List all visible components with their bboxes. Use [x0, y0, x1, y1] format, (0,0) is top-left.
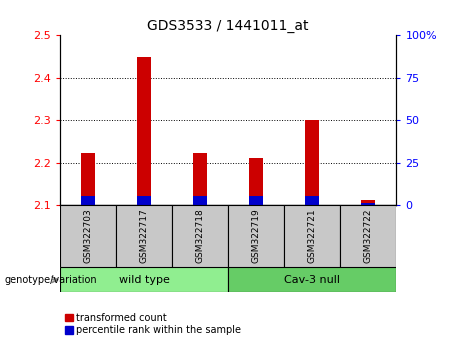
Bar: [284, 205, 340, 267]
Text: genotype/variation: genotype/variation: [5, 275, 97, 285]
Bar: [81, 196, 95, 205]
Legend: transformed count, percentile rank within the sample: transformed count, percentile rank withi…: [65, 313, 242, 335]
Bar: [193, 196, 207, 205]
Bar: [305, 120, 319, 205]
Text: GSM322718: GSM322718: [195, 209, 205, 263]
Bar: [340, 205, 396, 267]
Text: Cav-3 null: Cav-3 null: [284, 275, 340, 285]
Bar: [81, 154, 95, 205]
Text: GSM322719: GSM322719: [252, 209, 261, 263]
Bar: [305, 196, 319, 205]
Bar: [137, 57, 151, 205]
Text: GSM322717: GSM322717: [140, 209, 148, 263]
Text: wild type: wild type: [118, 275, 170, 285]
Bar: [193, 154, 207, 205]
Bar: [361, 200, 375, 205]
Bar: [228, 267, 396, 292]
Bar: [172, 205, 228, 267]
Bar: [60, 267, 228, 292]
Bar: [249, 158, 263, 205]
Title: GDS3533 / 1441011_at: GDS3533 / 1441011_at: [148, 19, 309, 33]
Text: GSM322722: GSM322722: [364, 209, 373, 263]
Bar: [137, 196, 151, 205]
Bar: [361, 203, 375, 205]
Bar: [249, 196, 263, 205]
Text: GSM322721: GSM322721: [308, 209, 317, 263]
Bar: [116, 205, 172, 267]
Text: GSM322703: GSM322703: [83, 209, 93, 263]
Bar: [60, 205, 116, 267]
Bar: [228, 205, 284, 267]
